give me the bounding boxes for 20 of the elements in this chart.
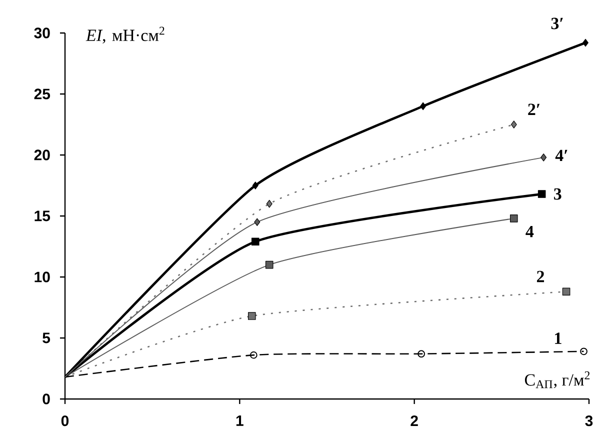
x-tick-label: 3 xyxy=(585,416,593,426)
series-label: 2 xyxy=(536,270,544,282)
x-tick-label: 1 xyxy=(236,416,244,426)
x-axis-title: С$_{АП}$, г/м$^{2}$ xyxy=(524,371,590,388)
y-tick-label: 15 xyxy=(34,210,50,222)
x-tick-label: 0 xyxy=(61,416,69,426)
x-tick-label: 2 xyxy=(410,416,418,426)
y-tick-label: 5 xyxy=(42,332,50,344)
series-label: 3 xyxy=(554,188,562,200)
y-tick-label: 20 xyxy=(34,150,50,160)
series-label: 1 xyxy=(555,332,562,344)
y-tick-label: 10 xyxy=(34,272,50,282)
series-label: 4′ xyxy=(555,150,568,162)
y-axis-title: EI, мН·см$^{2}$ xyxy=(86,26,164,44)
y-tick-label: 0 xyxy=(42,394,50,404)
y-tick-label: 25 xyxy=(34,88,50,100)
series-label: 2′ xyxy=(528,104,540,115)
series-label: 3′ xyxy=(551,18,563,30)
y-tick-label: 30 xyxy=(34,28,50,38)
series-label: 4 xyxy=(526,226,534,238)
